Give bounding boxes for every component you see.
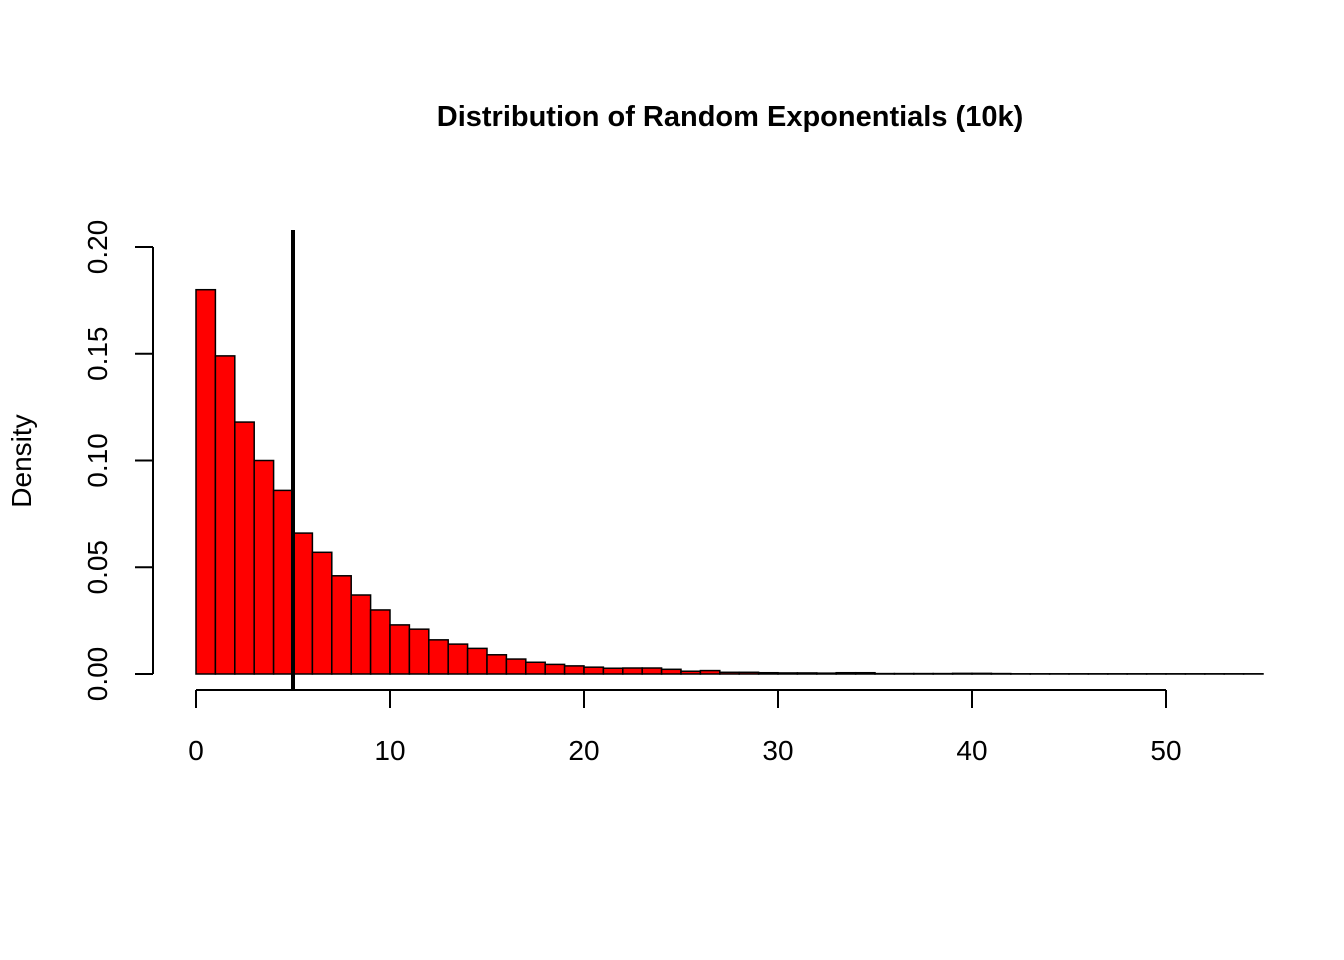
histogram-bar — [408, 628, 430, 675]
histogram-bar — [331, 575, 352, 675]
histogram-bar — [311, 551, 333, 675]
histogram-bar — [971, 672, 993, 675]
histogram-bar — [505, 658, 527, 675]
y-tick-label: 0.05 — [82, 540, 113, 595]
histogram-bar — [544, 663, 566, 675]
histogram-bar — [466, 647, 488, 675]
histogram-bar — [816, 672, 837, 675]
histogram-bar — [699, 669, 721, 675]
x-tick-label: 50 — [1150, 735, 1181, 766]
histogram-bar — [195, 288, 217, 675]
x-axis: 0 10 20 30 40 50 — [188, 689, 1182, 766]
y-tick-label: 0.15 — [82, 327, 113, 382]
histogram-bar — [835, 671, 857, 675]
histogram-bar — [854, 671, 876, 675]
histogram-bar — [583, 666, 605, 675]
histogram-bar — [738, 671, 760, 675]
x-tick-label: 10 — [374, 735, 405, 766]
bars-group — [195, 288, 1264, 675]
histogram-bar — [234, 421, 255, 675]
x-tick-label: 30 — [762, 735, 793, 766]
histogram-bar — [622, 667, 643, 675]
histogram-bar — [350, 594, 372, 675]
histogram-bar — [369, 609, 391, 675]
y-tick-label: 0.10 — [82, 433, 113, 488]
histogram-bar — [719, 671, 740, 675]
histogram-bar — [253, 459, 275, 675]
histogram-bar — [563, 665, 585, 675]
histogram-bar — [796, 672, 818, 675]
x-tick-label: 0 — [188, 735, 204, 766]
y-tick-label: 0.00 — [82, 647, 113, 702]
x-tick-label: 40 — [956, 735, 987, 766]
histogram-bar — [389, 624, 411, 675]
histogram-bar — [214, 355, 236, 675]
histogram-bar — [777, 672, 799, 675]
y-axis: 0.00 0.05 0.10 0.15 0.20 — [82, 220, 154, 702]
histogram-bar — [602, 667, 624, 675]
histogram-bar — [525, 661, 546, 675]
histogram-bar — [660, 668, 682, 675]
histogram-bar — [447, 643, 469, 675]
histogram-bar — [951, 672, 973, 675]
x-tick-label: 20 — [568, 735, 599, 766]
histogram-bar — [486, 654, 508, 675]
histogram-bar — [292, 532, 314, 675]
histogram-bar — [428, 639, 449, 675]
histogram-bar — [680, 670, 702, 675]
y-axis-label: Density — [6, 414, 37, 507]
histogram-bar — [757, 671, 779, 675]
histogram-bar — [272, 489, 294, 675]
y-tick-label: 0.20 — [82, 220, 113, 275]
histogram-bar — [641, 667, 663, 675]
chart-title: Distribution of Random Exponentials (10k… — [437, 101, 1024, 133]
